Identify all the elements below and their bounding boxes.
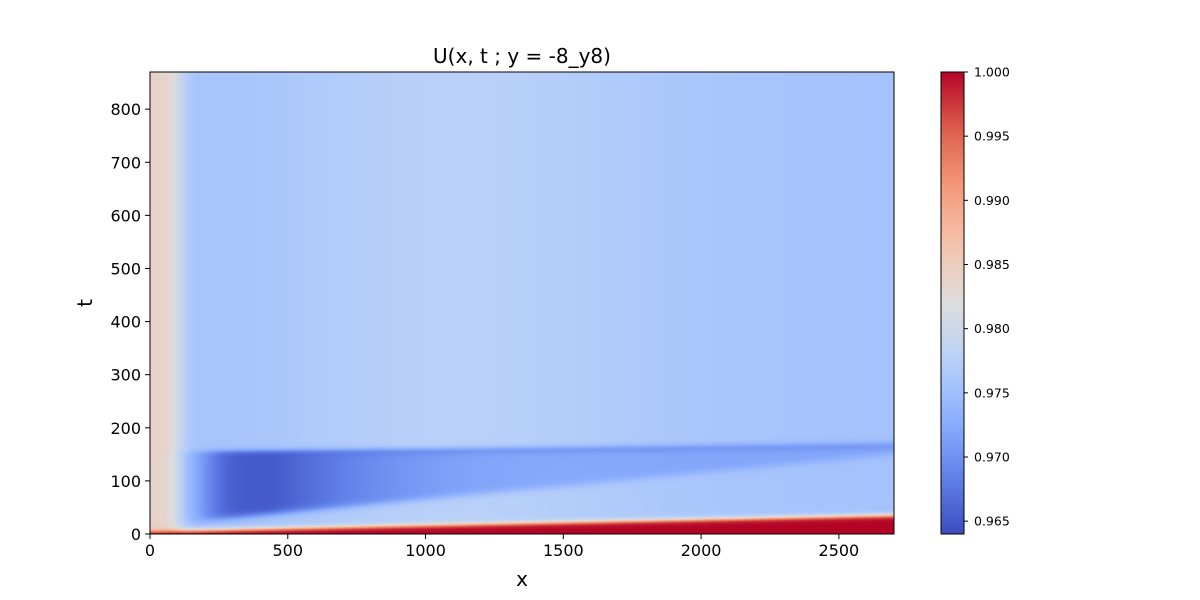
x-tick-label: 0 [145,541,155,560]
x-tick-label: 2000 [681,541,722,560]
colorbar-tick-label: 0.985 [974,257,1010,272]
y-tick-label: 300 [110,366,141,385]
chart-title: U(x, t ; y = -8_y8) [433,44,611,68]
x-axis-title: x [516,567,528,591]
colorbar-tick-label: 0.965 [974,514,1010,529]
y-tick-label: 200 [110,419,141,438]
plot-area [150,72,894,534]
y-tick-label: 500 [110,259,141,278]
colorbar-tick-label: 0.990 [974,193,1010,208]
x-tick-label: 1500 [543,541,584,560]
y-tick-label: 100 [110,472,141,491]
x-tick-label: 1000 [405,541,446,560]
colorbar: 0.965 0.970 0.975 0.980 0.985 0.990 0.995 1.000 [940,65,1010,535]
colorbar-tick-label: 0.970 [974,450,1010,465]
y-tick-label: 600 [110,206,141,225]
colorbar-scale [941,72,964,534]
colorbar-tick-label: 1.000 [974,65,1010,80]
y-tick-label: 400 [110,313,141,332]
colorbar-tick-label: 0.980 [974,321,1010,336]
plot-frame [149,71,895,535]
x-axis: 0 500 1000 1500 2000 2500 [145,534,859,560]
x-tick-label: 500 [273,541,304,560]
y-axis-title: t [73,299,97,307]
colorbar-ticks: 0.965 0.970 0.975 0.980 0.985 0.990 0.995 1.000 [964,65,1010,529]
colorbar-tick-label: 0.975 [974,385,1010,400]
y-tick-label: 800 [110,100,141,119]
y-axis: 0 100 200 300 400 500 600 700 800 [110,100,150,544]
heatmap-image [150,72,894,534]
x-tick-label: 2500 [819,541,860,560]
y-tick-label: 700 [110,153,141,172]
y-tick-label: 0 [131,525,141,544]
colorbar-tick-label: 0.995 [974,129,1010,144]
colorbar-frame [940,71,965,535]
